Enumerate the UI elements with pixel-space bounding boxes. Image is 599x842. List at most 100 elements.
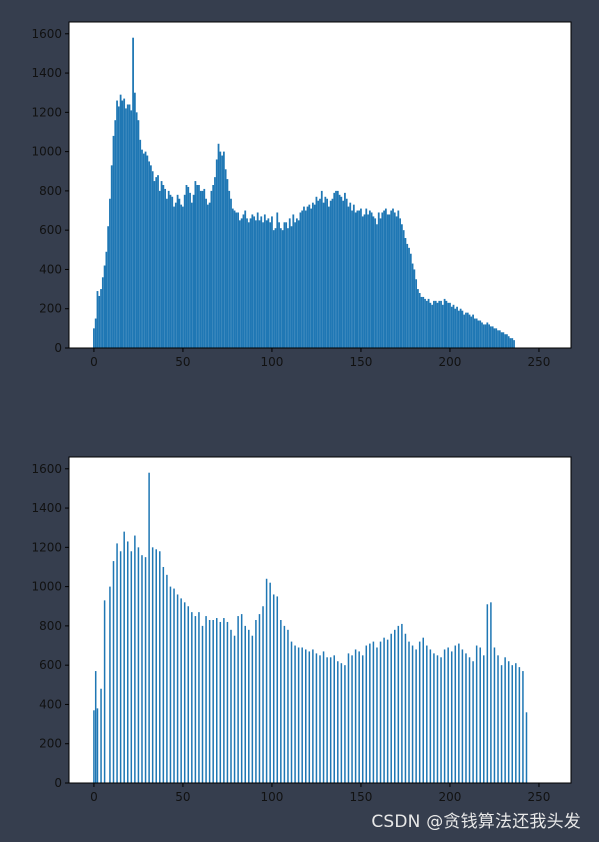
- bar: [386, 639, 389, 783]
- bar: [191, 612, 193, 783]
- bar: [420, 296, 423, 348]
- bar: [233, 635, 236, 783]
- bar: [123, 98, 126, 348]
- bar: [422, 296, 425, 348]
- bar: [409, 253, 412, 348]
- y-tick-label: 1400: [31, 501, 62, 515]
- y-tick-label: 400: [39, 697, 62, 711]
- bar: [210, 190, 213, 348]
- bar: [148, 161, 150, 348]
- bar: [290, 226, 293, 348]
- bar: [429, 649, 432, 783]
- y-tick-label: 0: [54, 776, 62, 790]
- bar: [424, 298, 426, 348]
- bar: [93, 328, 95, 348]
- bar: [128, 104, 131, 348]
- bar: [377, 212, 380, 348]
- bar: [304, 210, 307, 348]
- bar: [166, 198, 168, 348]
- bar: [173, 588, 175, 783]
- bar: [262, 606, 264, 783]
- bar: [484, 324, 487, 348]
- bar: [358, 210, 361, 348]
- bar: [265, 578, 268, 783]
- bar: [449, 302, 451, 348]
- bar: [317, 200, 320, 348]
- bar: [294, 222, 296, 348]
- bar: [324, 196, 327, 348]
- bar: [110, 165, 113, 348]
- bar: [326, 657, 328, 783]
- bar: [119, 94, 122, 348]
- bar: [319, 655, 321, 783]
- bar: [481, 322, 483, 348]
- bar: [139, 139, 142, 348]
- x-tick-label: 200: [438, 790, 461, 804]
- bar: [507, 661, 510, 783]
- bar: [164, 188, 167, 348]
- bar: [365, 645, 368, 783]
- bar: [283, 625, 286, 783]
- bar: [337, 661, 339, 783]
- bar: [224, 169, 227, 348]
- bar: [272, 594, 275, 783]
- y-tick-label: 1400: [31, 66, 62, 80]
- y-tick-label: 600: [39, 658, 62, 672]
- bar: [297, 647, 300, 783]
- bar: [406, 243, 409, 348]
- bar: [443, 298, 446, 348]
- bar: [390, 210, 393, 348]
- bar: [502, 332, 505, 348]
- y-tick-label: 1200: [31, 105, 62, 119]
- bar: [320, 190, 323, 348]
- bar: [518, 667, 521, 783]
- histogram-top: 0 50 100 150 200 250 0 200 400 600 800 1000 1200 1400…: [31, 21, 572, 369]
- bar: [513, 340, 515, 348]
- bar: [130, 110, 133, 349]
- y-tick-label: 1000: [31, 145, 62, 159]
- bar: [394, 629, 396, 783]
- bar: [441, 304, 444, 348]
- bar: [456, 306, 458, 348]
- bar: [376, 647, 378, 783]
- bar: [482, 324, 485, 348]
- bar: [288, 218, 291, 348]
- bar: [283, 222, 286, 348]
- bar: [187, 606, 190, 783]
- x-tick-label: 200: [438, 355, 461, 369]
- bar: [198, 185, 200, 348]
- bar: [328, 206, 330, 348]
- bar: [472, 314, 474, 348]
- bar: [101, 277, 104, 348]
- bar: [411, 263, 414, 348]
- bar: [344, 192, 346, 348]
- y-tick-label: 1000: [31, 580, 62, 594]
- x-tick-label: 100: [260, 790, 283, 804]
- bar: [109, 586, 111, 783]
- bar: [244, 625, 246, 783]
- bar: [130, 551, 133, 783]
- bar: [431, 304, 434, 348]
- bar: [381, 212, 384, 348]
- bar: [347, 206, 350, 348]
- bar: [137, 547, 140, 783]
- bar: [194, 616, 197, 783]
- bar: [167, 190, 170, 348]
- bar: [311, 202, 314, 348]
- bar: [176, 194, 179, 348]
- bar: [434, 300, 437, 348]
- bar: [504, 657, 506, 783]
- bar: [347, 653, 350, 783]
- bar: [281, 230, 284, 348]
- bar: [454, 645, 457, 783]
- bar: [312, 649, 314, 783]
- bar: [276, 212, 279, 348]
- bar: [447, 647, 449, 783]
- bar: [479, 647, 481, 783]
- bar: [196, 185, 199, 348]
- bar: [360, 208, 362, 348]
- bar: [221, 155, 223, 348]
- bar: [132, 37, 134, 349]
- bar: [397, 210, 400, 348]
- bar: [338, 194, 341, 348]
